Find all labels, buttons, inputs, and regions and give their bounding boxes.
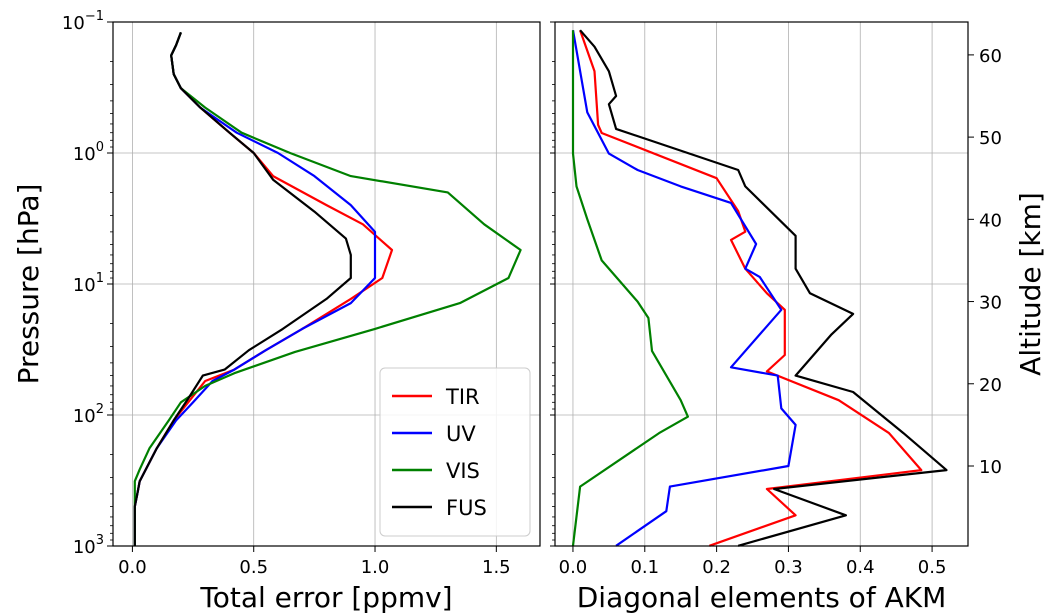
right-y-axis-label: Altitude [km]: [1014, 192, 1047, 376]
left-y-tick-label: 103: [73, 533, 104, 558]
left-y-tick-label: 100: [73, 140, 104, 165]
left-y-tick-label: 102: [73, 402, 104, 427]
legend-label-uv: UV: [446, 422, 476, 446]
right-x-ticks: 0.0 0.1 0.2 0.3 0.4 0.5: [559, 546, 947, 578]
right-altitude-ticks: 10 20 30 40 50 60: [968, 46, 1002, 478]
right-x-tick-label: 0.0: [559, 557, 588, 578]
right-altitude-tick-label: 20: [979, 375, 1002, 396]
left-y-tick-label: 10−1: [62, 9, 104, 34]
left-x-ticks: 0.0 0.5 1.0 1.5: [118, 546, 511, 578]
left-y-tick-label: 101: [73, 271, 104, 296]
left-y-ticks: 10−1 100 101 102 103: [62, 9, 113, 558]
left-x-axis-label: Total error [ppmv]: [199, 581, 452, 613]
legend: TIR UV VIS FUS: [379, 367, 531, 537]
right-altitude-tick-label: 40: [979, 210, 1002, 231]
left-x-tick-label: 0.5: [239, 557, 268, 578]
right-x-tick-label: 0.2: [702, 557, 731, 578]
right-panel: 0.0 0.1 0.2 0.3 0.4 0.5 10 20 30 40 50 60 Diagonal…: [550, 21, 1047, 613]
left-panel: 0.0 0.5 1.0 1.5 10−1 100 101 102 103 Total erro…: [12, 9, 541, 613]
right-series-lines: [571, 29, 948, 547]
right-x-tick-label: 0.4: [846, 557, 875, 578]
legend-label-tir: TIR: [445, 385, 480, 409]
left-series-vis-line: [133, 32, 522, 546]
right-x-tick-label: 0.3: [774, 557, 803, 578]
left-y-axis-label: Pressure [hPa]: [12, 184, 45, 385]
left-x-tick-label: 1.5: [482, 557, 511, 578]
right-x-tick-label: 0.5: [918, 557, 947, 578]
right-x-axis-label: Diagonal elements of AKM: [577, 581, 947, 613]
right-series-tir-line: [579, 29, 923, 547]
legend-label-vis: VIS: [446, 459, 480, 483]
right-x-tick-label: 0.1: [630, 557, 659, 578]
right-altitude-tick-label: 30: [979, 293, 1002, 314]
legend-box: [379, 367, 531, 537]
right-series-uv-line: [571, 30, 797, 547]
right-altitude-tick-label: 50: [979, 128, 1002, 149]
right-altitude-tick-label: 60: [979, 46, 1002, 67]
legend-label-fus: FUS: [446, 496, 487, 520]
left-x-tick-label: 0.0: [118, 557, 147, 578]
right-series-fus-line: [579, 29, 948, 547]
right-series-vis-line: [571, 30, 689, 546]
left-x-tick-label: 1.0: [361, 557, 390, 578]
right-altitude-tick-label: 10: [979, 457, 1002, 478]
right-plot-frame: [554, 21, 969, 547]
left-series-fus-line: [133, 32, 352, 546]
left-series-lines: [133, 32, 522, 546]
